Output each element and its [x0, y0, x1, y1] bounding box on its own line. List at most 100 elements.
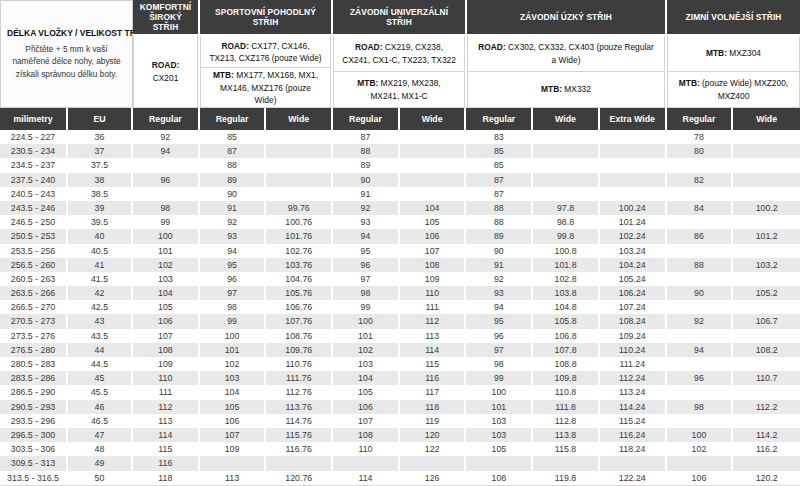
table-cell: 109 [133, 357, 200, 371]
table-cell: 126 [400, 471, 467, 485]
table-cell [667, 385, 734, 399]
table-cell: 91 [466, 258, 533, 272]
table-cell: 97.8 [533, 201, 600, 215]
table-cell: 266.5 - 270 [0, 300, 68, 314]
category-models: ROAD: CX201 [133, 36, 198, 108]
table-cell: 98 [667, 400, 734, 414]
table-cell: 99 [333, 300, 400, 314]
table-row: 296.5 - 30047114107115.76108120103113.81… [0, 428, 800, 442]
table-cell [533, 144, 600, 158]
table-row: 273.5 - 27643.5107100108.7610111396106.8… [0, 329, 800, 343]
model-list-text: MX219, MX238, MX241, MX1-C [370, 78, 440, 100]
table-cell: 109.8 [533, 371, 600, 385]
table-cell: 43 [68, 314, 133, 328]
table-cell: 119.8 [533, 471, 600, 485]
col-zavodni-univerzalni-wide: Wide [400, 108, 467, 130]
table-cell: 106.76 [266, 300, 333, 314]
model-list-text: MXZ304 [729, 48, 761, 58]
table-cell: 110 [400, 286, 467, 300]
table-cell [600, 173, 667, 187]
size-chart-page: DÉLKA VLOŽKY / VELIKOST TRETRY Přičtěte … [0, 0, 800, 486]
table-row: 313.5 - 316.550118113120.76114126108119.… [0, 471, 800, 485]
table-cell: 112.76 [266, 385, 333, 399]
table-cell: 48 [68, 442, 133, 456]
col-milimetry: milimetry [0, 108, 68, 130]
table-row: 309.5 - 31349116 [0, 456, 800, 470]
model-prefix: MTB: [541, 84, 562, 94]
table-cell: 43.5 [68, 329, 133, 343]
table-cell: 95 [333, 244, 400, 258]
table-cell: 88 [466, 201, 533, 215]
table-cell: 224.5 - 227 [0, 130, 68, 144]
col-zavodni-uzky-extra-wide: Extra Wide [600, 108, 667, 130]
table-cell: 101.76 [266, 229, 333, 243]
table-cell [733, 173, 800, 187]
table-cell [400, 187, 467, 201]
table-cell [400, 144, 467, 158]
table-cell: 106.8 [533, 329, 600, 343]
table-cell: 50 [68, 471, 133, 485]
table-cell [667, 244, 734, 258]
model-prefix: MTB: [213, 70, 234, 80]
table-cell: 109.24 [600, 329, 667, 343]
table-cell: 92 [333, 201, 400, 215]
table-cell: 92 [667, 314, 734, 328]
table-cell: 47 [68, 428, 133, 442]
table-row: 230.5 - 234379487888580 [0, 144, 800, 158]
table-cell: 303.5 - 306 [0, 442, 68, 456]
insole-length-box: DÉLKA VLOŽKY / VELIKOST TRETRY Přičtěte … [0, 0, 133, 108]
table-cell: 45.5 [68, 385, 133, 399]
model-list-text: MX177, MX168, MX1, MX146, MXZ176 (pouze … [220, 70, 318, 104]
table-cell: 116.76 [266, 442, 333, 456]
table-cell [667, 300, 734, 314]
category-title: ZIMNÍ VOLNĚJŠÍ STŘIH [667, 0, 800, 36]
table-cell: 90 [333, 173, 400, 187]
size-chart-header: DÉLKA VLOŽKY / VELIKOST TRETRY Přičtěte … [0, 0, 800, 108]
table-cell [733, 215, 800, 229]
table-cell: 106 [200, 414, 267, 428]
table-cell: 37.5 [68, 158, 133, 172]
table-cell: 101.24 [600, 215, 667, 229]
table-cell: 88 [200, 158, 267, 172]
category-komfortni-siroky: KOMFORTNÍ ŠIROKÝ STŘIH ROAD: CX201 [133, 0, 200, 108]
table-row: 253.5 - 25640.510194102.769510790100.810… [0, 244, 800, 258]
table-cell: 100.2 [733, 201, 800, 215]
table-cell: 118.24 [600, 442, 667, 456]
table-cell: 104 [133, 286, 200, 300]
table-cell: 108 [400, 258, 467, 272]
table-cell: 113 [400, 329, 467, 343]
table-cell [733, 300, 800, 314]
category-sportovni-pohodlny: SPORTOVNÍ POHODLNÝ STŘIH ROAD: CX177, CX… [200, 0, 333, 108]
table-cell [533, 130, 600, 144]
col-komfortni-regular: Regular [133, 108, 200, 130]
table-cell: 84 [667, 201, 734, 215]
table-cell: 111.8 [533, 400, 600, 414]
table-cell: 97 [333, 272, 400, 286]
table-cell [400, 173, 467, 187]
table-cell: 110.8 [533, 385, 600, 399]
table-row: 270.5 - 2734310699107.7610011295105.8108… [0, 314, 800, 328]
table-cell: 108.8 [533, 357, 600, 371]
table-row: 224.5 - 227369285878378 [0, 130, 800, 144]
table-cell: 99 [133, 215, 200, 229]
table-cell: 38 [68, 173, 133, 187]
insole-length-title: DÉLKA VLOŽKY / VELIKOST TRETRY [7, 28, 126, 38]
table-cell: 42.5 [68, 300, 133, 314]
table-cell: 89 [200, 173, 267, 187]
table-cell: 256.5 - 260 [0, 258, 68, 272]
category-title: KOMFORTNÍ ŠIROKÝ STŘIH [133, 0, 198, 36]
category-title: ZÁVODNÍ UNIVERZÁLNÍ STŘIH [333, 0, 465, 36]
table-cell: 286.5 - 290 [0, 385, 68, 399]
table-cell: 106 [400, 229, 467, 243]
table-cell: 246.5 - 250 [0, 215, 68, 229]
table-cell: 111 [400, 300, 467, 314]
table-cell: 240.5 - 243 [0, 187, 68, 201]
table-cell: 105.76 [266, 286, 333, 300]
table-cell [600, 144, 667, 158]
model-prefix: ROAD: [478, 42, 505, 52]
table-cell: 108.76 [266, 329, 333, 343]
table-cell: 309.5 - 313 [0, 456, 68, 470]
table-row: 266.5 - 27042.510598106.769911194104.810… [0, 300, 800, 314]
col-sportovni-regular: Regular [200, 108, 267, 130]
table-cell: 114 [333, 471, 400, 485]
